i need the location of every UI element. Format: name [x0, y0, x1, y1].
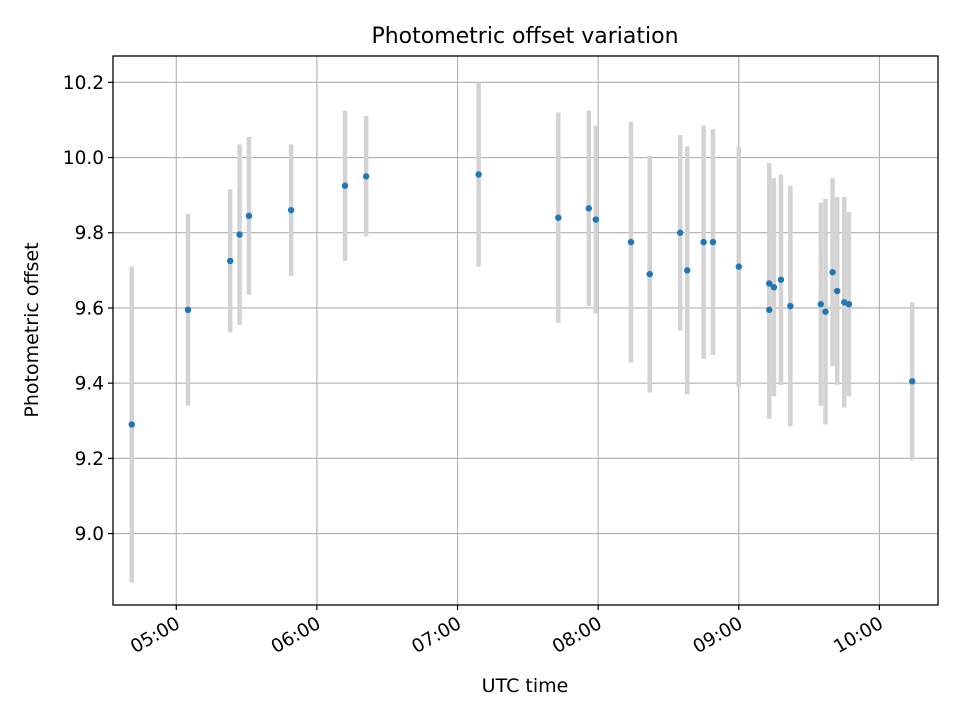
data-point [128, 421, 135, 428]
data-point [909, 378, 916, 385]
data-point [362, 173, 370, 180]
data-point [592, 216, 600, 223]
y-tick-label: 10.2 [63, 73, 104, 94]
x-axis-label: UTC time [482, 675, 569, 697]
data-point [236, 231, 243, 238]
y-tick-label: 9.2 [75, 449, 104, 470]
data-point [770, 284, 778, 291]
data-point [184, 306, 192, 314]
data-point [817, 300, 825, 308]
data-point [585, 205, 592, 212]
y-axis-label: Photometric offset [21, 242, 43, 417]
data-point [735, 263, 742, 270]
y-tick-label: 9.0 [75, 524, 104, 545]
data-point [787, 302, 794, 310]
data-point [341, 182, 349, 189]
plot-frame [112, 55, 939, 606]
data-point [700, 238, 707, 246]
data-point [646, 270, 653, 278]
data-point [766, 306, 773, 314]
data-point [777, 276, 785, 283]
data-point [676, 229, 684, 236]
chart-title: Photometric offset variation [371, 24, 678, 49]
data-point [845, 300, 853, 308]
y-axis: 9.0 9.2 9.4 9.6 9.8 10.0 10.2 [63, 73, 113, 545]
grid [113, 56, 938, 605]
data-point [627, 238, 635, 246]
y-tick-label: 9.8 [75, 223, 104, 244]
data-point [245, 212, 253, 220]
data-point [475, 171, 482, 178]
data-point [766, 280, 773, 287]
data-point [555, 214, 562, 221]
data-point [684, 267, 691, 274]
y-tick-label: 10.0 [63, 148, 104, 169]
data-point [822, 308, 829, 315]
data-point [709, 238, 717, 246]
y-tick-label: 9.6 [75, 298, 104, 319]
data-points [128, 171, 916, 428]
data-point [829, 269, 836, 276]
data-point [834, 287, 841, 295]
data-point [287, 206, 295, 214]
y-tick-label: 9.4 [75, 374, 104, 395]
data-point [226, 257, 234, 265]
